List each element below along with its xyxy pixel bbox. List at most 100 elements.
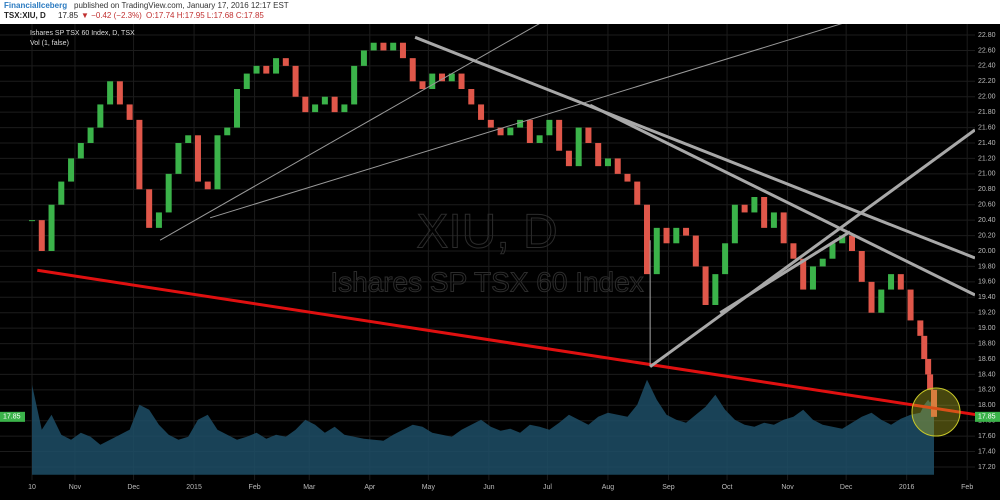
candle: [165, 173, 172, 213]
candle: [731, 204, 738, 244]
candle: [185, 135, 192, 144]
candle: [712, 274, 719, 305]
candle: [380, 42, 387, 51]
candle: [38, 220, 45, 251]
candle: [917, 320, 924, 336]
y-tick-label: 20.60: [978, 202, 996, 209]
candle: [761, 197, 768, 228]
axes: 17.2017.4017.6017.8018.0018.2018.4018.60…: [0, 24, 1000, 491]
candle: [536, 135, 543, 144]
candle: [517, 119, 524, 128]
candle: [921, 335, 928, 359]
highlight-circle: [911, 387, 961, 437]
candle: [282, 58, 289, 66]
candle: [48, 204, 55, 251]
candle: [663, 227, 670, 244]
candle: [888, 274, 895, 290]
candle: [790, 243, 797, 259]
candle: [809, 266, 816, 290]
y-tick-label: 21.60: [978, 124, 996, 131]
candle: [341, 104, 348, 113]
last-price-label-right-box: [975, 411, 1000, 422]
y-tick-label: 20.40: [978, 217, 996, 224]
candle: [526, 119, 533, 144]
y-tick-label: 21.00: [978, 171, 996, 178]
y-tick-label: 22.00: [978, 94, 996, 101]
trendline: [37, 268, 975, 417]
watermark: XIU, D: [416, 206, 557, 259]
candle: [292, 65, 299, 97]
y-tick-label: 18.80: [978, 340, 996, 347]
candle: [204, 181, 211, 190]
y-tick-label: 19.20: [978, 310, 996, 317]
candle: [116, 81, 123, 105]
candle: [849, 235, 856, 251]
candle: [546, 119, 553, 136]
legend-title: Ishares SP TSX 60 Index, D, TSX: [30, 30, 135, 37]
trendline: [589, 103, 975, 297]
candle: [87, 127, 94, 144]
candle: [253, 65, 260, 74]
candle: [77, 143, 84, 159]
x-tick-label: Dec: [127, 484, 140, 491]
y-tick-label: 22.60: [978, 47, 996, 54]
symbol-change: ▼ −0.42 (−2.3%): [81, 11, 142, 20]
candle: [234, 89, 241, 128]
y-tick-label: 17.60: [978, 433, 996, 440]
x-tick-label: 2016: [899, 484, 915, 491]
last-price-label-left-box: [0, 411, 25, 422]
candle: [507, 127, 514, 136]
candle: [331, 96, 338, 113]
candle: [702, 266, 709, 305]
volume-area: [32, 379, 935, 475]
candle: [439, 73, 446, 82]
trendline: [719, 230, 851, 314]
x-tick-label: Nov: [781, 484, 794, 491]
candle: [214, 135, 221, 190]
x-tick-label: Oct: [722, 484, 733, 491]
y-tick-label: 17.40: [978, 448, 996, 455]
x-tick-label: Dec: [840, 484, 853, 491]
candle: [565, 150, 572, 167]
publisher[interactable]: FinancialIceberg: [4, 1, 67, 10]
y-tick-label: 17.20: [978, 464, 996, 471]
candle: [409, 58, 416, 82]
candle: [644, 204, 651, 275]
candle: [722, 243, 729, 275]
y-tick-label: 19.80: [978, 263, 996, 270]
candle: [360, 50, 367, 66]
candle: [595, 143, 602, 167]
candle: [614, 158, 621, 174]
candle: [458, 73, 465, 90]
trendline: [649, 128, 975, 368]
candle: [931, 389, 938, 417]
volume-label: Vol (1, false): [30, 40, 69, 47]
candle: [927, 374, 934, 390]
candle: [468, 89, 475, 105]
candle: [419, 81, 426, 90]
candle: [839, 235, 846, 244]
y-tick-label: 22.20: [978, 78, 996, 85]
x-tick-label: Mar: [303, 484, 316, 491]
candle: [390, 42, 397, 51]
candle: [58, 181, 65, 205]
plot-background: [0, 24, 1000, 495]
y-tick-label: 20.80: [978, 186, 996, 193]
y-tick-label: 18.00: [978, 402, 996, 409]
candle: [399, 42, 406, 59]
candle: [224, 127, 231, 136]
symbol-ohlc: O:17.74 H:17.95 L:17.68 C:17.85: [146, 11, 264, 20]
y-tick-label: 22.40: [978, 63, 996, 70]
x-tick-label: Jun: [483, 484, 494, 491]
y-tick-label: 19.40: [978, 294, 996, 301]
candle: [312, 104, 319, 113]
candle: [819, 258, 826, 267]
candle: [351, 65, 358, 105]
symbol-price: 17.85: [58, 11, 79, 20]
y-tick-label: 21.40: [978, 140, 996, 147]
y-tick-label: 22.80: [978, 32, 996, 39]
last-price-label-right: 17.85: [978, 414, 996, 421]
y-tick-label: 18.20: [978, 387, 996, 394]
candle: [487, 119, 494, 128]
